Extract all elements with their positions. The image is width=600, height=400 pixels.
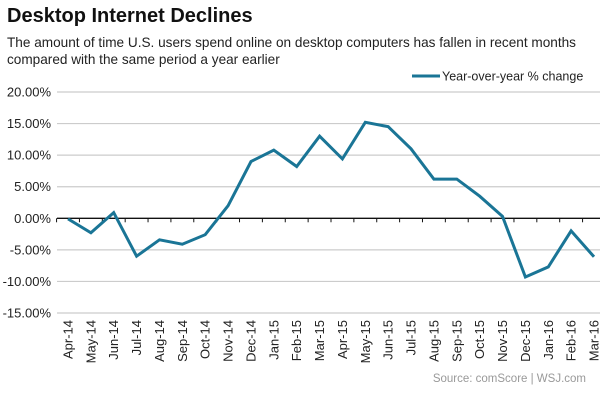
gridlines bbox=[57, 91, 600, 314]
chart-title: Desktop Internet Declines bbox=[7, 5, 253, 27]
x-tick-label: May-15 bbox=[358, 320, 373, 363]
x-tick-label: Jan-16 bbox=[541, 320, 556, 360]
legend: Year-over-year % change bbox=[412, 70, 583, 84]
x-tick-label: Oct-15 bbox=[472, 320, 487, 359]
source-credit: Source: comScore | WSJ.com bbox=[432, 373, 586, 385]
x-tick-label: Dec-15 bbox=[518, 320, 533, 362]
x-tick-label: Sep-15 bbox=[449, 320, 464, 362]
series bbox=[67, 120, 596, 280]
x-tick-label: Mar-16 bbox=[587, 320, 600, 361]
x-tick-label: Aug-15 bbox=[426, 320, 441, 362]
x-axis-tick-labels: Apr-14 May-14 Jun-14 Jul-14 Aug-14 Sep-14 Oct-… bbox=[61, 320, 600, 363]
y-tick-label: -10.00% bbox=[3, 274, 52, 289]
y-tick-label: 15.00% bbox=[7, 116, 52, 131]
x-tick-label: Jul-15 bbox=[404, 320, 419, 355]
chart-subtitle: The amount of time U.S. users spend onli… bbox=[7, 35, 576, 67]
x-tick-label: Aug-14 bbox=[152, 320, 167, 362]
legend-label: Year-over-year % change bbox=[442, 70, 583, 84]
x-tick-label: Jun-15 bbox=[381, 320, 396, 360]
x-tick-label: Jan-15 bbox=[266, 320, 281, 360]
x-tick-label: May-14 bbox=[83, 320, 98, 363]
y-tick-label: 5.00% bbox=[14, 179, 51, 194]
x-tick-label: Jul-14 bbox=[129, 320, 144, 355]
series-line bbox=[67, 120, 596, 280]
x-tick-label: Nov-14 bbox=[221, 320, 236, 362]
x-tick-label: Apr-15 bbox=[335, 320, 350, 359]
x-tick-label: Dec-14 bbox=[243, 320, 258, 362]
y-axis-tick-labels: 20.00% 15.00% 10.00% 5.00% 0.00% -5.00% -10.00… bbox=[3, 85, 52, 321]
x-tick-label: Nov-15 bbox=[495, 320, 510, 362]
y-tick-label: -5.00% bbox=[10, 242, 52, 257]
x-tick-label: Apr-14 bbox=[61, 320, 76, 359]
x-tick-label: Feb-16 bbox=[564, 320, 579, 361]
x-tick-label: Sep-14 bbox=[175, 320, 190, 362]
y-tick-label: 10.00% bbox=[7, 148, 52, 163]
y-tick-label: -15.00% bbox=[3, 306, 52, 321]
x-tick-label: Feb-15 bbox=[289, 320, 304, 361]
x-tick-label: Oct-14 bbox=[198, 320, 213, 359]
x-tick-label: Mar-15 bbox=[312, 320, 327, 361]
x-axis bbox=[56, 217, 600, 223]
y-tick-label: 0.00% bbox=[14, 211, 51, 226]
y-tick-label: 20.00% bbox=[7, 85, 52, 100]
x-tick-label: Jun-14 bbox=[106, 320, 121, 360]
